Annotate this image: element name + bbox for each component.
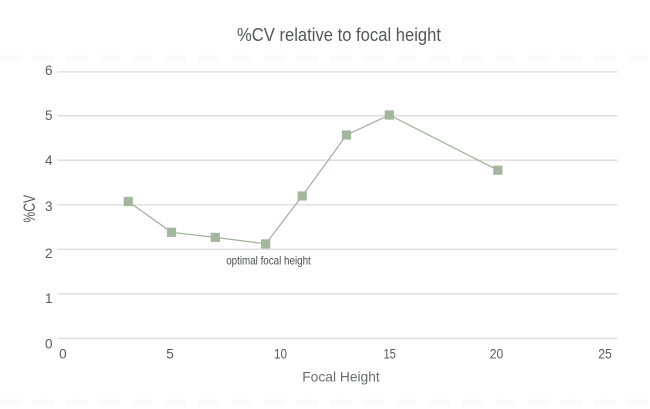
svg-text:20: 20 — [490, 347, 504, 362]
svg-text:4: 4 — [45, 153, 53, 168]
svg-text:optimal focal height: optimal focal height — [226, 254, 311, 268]
svg-text:5: 5 — [166, 347, 174, 362]
svg-text:%CV: %CV — [21, 195, 39, 223]
svg-text:0: 0 — [59, 347, 67, 362]
svg-text:25: 25 — [598, 347, 612, 362]
svg-text:2: 2 — [45, 246, 53, 261]
svg-text:%CV relative to focal height: %CV relative to focal height — [237, 24, 441, 45]
svg-text:1: 1 — [45, 291, 53, 306]
svg-text:5: 5 — [45, 108, 53, 123]
svg-text:Focal Height: Focal Height — [302, 368, 380, 384]
svg-text:3: 3 — [45, 199, 53, 214]
svg-text:10: 10 — [274, 347, 287, 362]
svg-text:0: 0 — [45, 337, 53, 352]
svg-text:6: 6 — [45, 63, 53, 78]
svg-text:15: 15 — [383, 347, 396, 362]
